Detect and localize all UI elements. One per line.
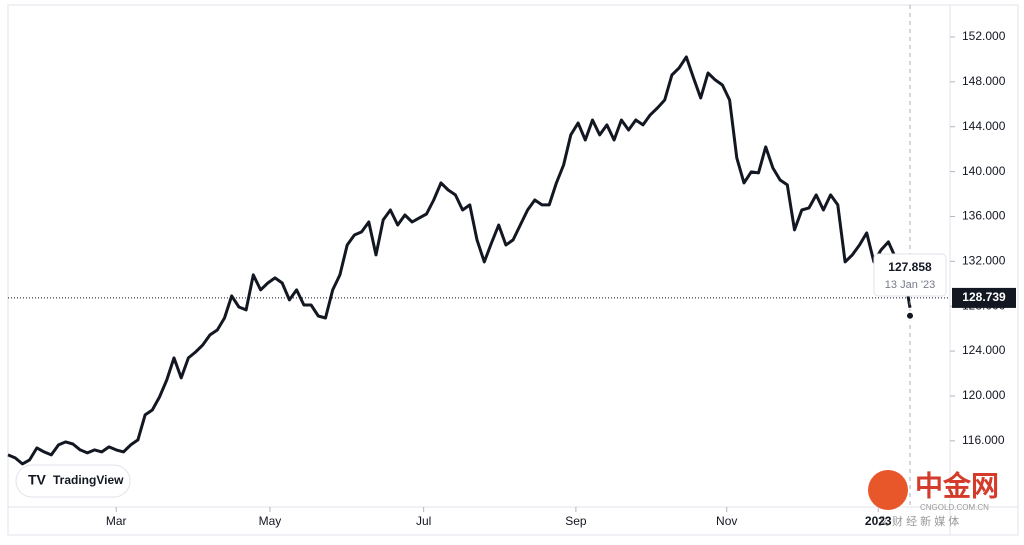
logo-icon: TV [28, 472, 47, 488]
y-tick-label: 148.000 [962, 74, 1006, 88]
price-label: 128.739 [962, 290, 1006, 304]
y-tick-label: 152.000 [962, 29, 1006, 43]
tooltip: 127.858 13 Jan '23 [873, 253, 947, 297]
y-tick-label: 120.000 [962, 388, 1006, 402]
watermark-name: 中金网 [915, 469, 999, 501]
tooltip-value: 127.858 [888, 260, 932, 274]
x-tick-label: Nov [716, 514, 737, 528]
y-tick-label: 116.000 [962, 433, 1005, 447]
last-point [905, 310, 915, 321]
y-tick-label: 144.000 [962, 119, 1006, 133]
x-tick-label: 2023 [865, 514, 892, 528]
logo-text: TradingView [53, 473, 124, 487]
y-tick-label: 132.000 [962, 254, 1006, 268]
price-series [7, 55, 912, 466]
tradingview-badge[interactable]: TV TradingView [15, 464, 131, 498]
watermark-logo [868, 470, 908, 510]
y-tick-label: 140.000 [962, 164, 1006, 178]
tooltip-date: 13 Jan '23 [885, 279, 935, 291]
badge [15, 464, 131, 498]
watermark-tagline: 文 财 经 新 媒 体 [878, 514, 959, 528]
x-tick-label: Jul [416, 514, 431, 528]
x-tick-label: May [259, 514, 282, 528]
frame [7, 4, 1019, 536]
x-tick-label: Mar [106, 514, 127, 528]
x-tick-label: Sep [565, 514, 587, 528]
tooltip-box [873, 253, 947, 297]
y-tick-label: 136.000 [962, 209, 1006, 223]
y-tick-label: 124.000 [962, 343, 1006, 357]
watermark: 中金网 CNGOLD.COM.CN 文 财 经 新 媒 体 [868, 469, 999, 528]
watermark-site: CNGOLD.COM.CN [920, 503, 989, 512]
price-label-box [952, 287, 1016, 308]
